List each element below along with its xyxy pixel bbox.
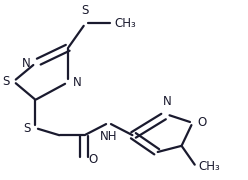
Text: N: N xyxy=(163,95,171,108)
Text: N: N xyxy=(22,57,31,70)
Text: N: N xyxy=(73,76,82,89)
Text: CH₃: CH₃ xyxy=(115,17,136,30)
Text: O: O xyxy=(89,153,98,166)
Text: S: S xyxy=(2,75,9,88)
Text: NH: NH xyxy=(100,130,117,143)
Text: S: S xyxy=(82,4,89,17)
Text: CH₃: CH₃ xyxy=(199,160,220,173)
Text: S: S xyxy=(24,122,31,134)
Text: O: O xyxy=(197,116,206,129)
